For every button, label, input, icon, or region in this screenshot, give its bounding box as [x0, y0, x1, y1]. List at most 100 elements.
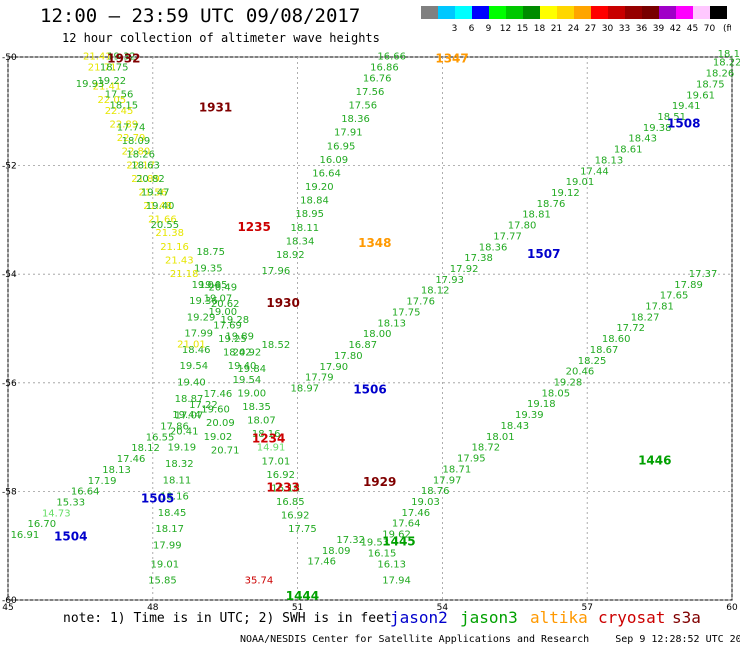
colorbar-swatch — [625, 6, 642, 19]
colorbar-swatch — [710, 6, 727, 19]
swh-point-label: 22.89 — [110, 120, 139, 131]
colorbar-swatch — [540, 6, 557, 19]
swh-point-label: 20.55 — [151, 220, 180, 231]
swh-point-label: 19.29 — [187, 312, 216, 323]
swh-point-label: 19.35 — [194, 263, 223, 274]
swh-point-label: 16.64 — [312, 168, 341, 179]
swh-point-label: 19.53 — [361, 538, 390, 549]
swh-point-label: 17.56 — [348, 101, 377, 112]
swh-point-label: 16.18 — [271, 483, 300, 494]
swh-point-label: 15.33 — [56, 498, 85, 509]
swh-point-label: 18.26 — [706, 69, 735, 80]
swh-point-label: 18.26 — [126, 149, 155, 160]
colorbar-swatch — [574, 6, 591, 19]
swh-point-label: 19.19 — [167, 443, 196, 454]
swh-point-label: 17.93 — [435, 275, 464, 286]
swh-point-label: 18.25 — [578, 356, 607, 367]
y-tick-label: -60 — [2, 596, 17, 606]
swh-point-label: 16.70 — [27, 519, 56, 530]
pass-number-label: 1234 — [252, 432, 285, 446]
colorbar-tick-label: 15 — [517, 24, 528, 34]
x-tick-label: 51 — [292, 603, 303, 613]
swh-point-label: 19.89 — [225, 331, 254, 342]
swh-point-label: 16.92 — [281, 511, 310, 522]
colorbar-swatch — [421, 6, 438, 19]
swh-point-label: 18.09 — [322, 546, 351, 557]
swh-point-label: 17.64 — [392, 519, 421, 530]
colorbar-swatch — [693, 6, 710, 19]
pass-number-label: 1445 — [382, 535, 415, 549]
swh-point-label: 21.41 — [83, 52, 112, 63]
swh-point-label: 19.12 — [551, 188, 580, 199]
swh-point-label: 18.36 — [479, 242, 508, 253]
swh-point-label: 17.46 — [402, 508, 431, 519]
swh-point-label: 19.25 — [218, 334, 247, 345]
colorbar-swatch — [523, 6, 540, 19]
pass-number-label: 1348 — [358, 236, 391, 250]
swh-point-label: 20.62 — [211, 299, 240, 310]
swh-point-label: 19.36 — [189, 296, 218, 307]
swh-point-label: 20.49 — [208, 282, 237, 293]
swh-point-label: 18.45 — [158, 508, 187, 519]
swh-point-label: 18.16 — [160, 492, 189, 503]
swh-point-label: 22.45 — [105, 106, 134, 117]
legend-altika: altika — [530, 608, 588, 627]
swh-point-label: 14.91 — [257, 443, 286, 454]
swh-point-label: 17.89 — [674, 280, 703, 291]
plot-frame — [7, 56, 733, 601]
swh-point-label: 19.39 — [515, 410, 544, 421]
pass-number-label: 1233 — [266, 480, 299, 494]
swh-point-label: 18.75 — [696, 79, 725, 90]
swh-point-label: 20.41 — [170, 426, 199, 437]
swh-point-label: 19.84 — [237, 364, 266, 375]
swh-point-label: 19.20 — [305, 182, 334, 193]
swh-point-label: 17.90 — [319, 362, 348, 373]
pass-number-label: 1505 — [141, 491, 174, 505]
swh-point-label: 17.94 — [382, 576, 411, 587]
swh-point-label: 18.61 — [614, 145, 643, 156]
swh-point-label: 18.16 — [718, 49, 740, 60]
swh-point-label: 17.74 — [117, 122, 146, 133]
swh-point-label: 17.99 — [153, 540, 182, 551]
swh-point-label: 19.28 — [554, 378, 583, 389]
swh-point-label: 19.22 — [97, 76, 126, 87]
swh-point-label: 19.18 — [527, 399, 556, 410]
swh-point-label: 19.05 — [199, 280, 228, 291]
swh-point-label: 19.60 — [201, 405, 230, 416]
swh-point-label: 35.74 — [245, 576, 274, 587]
swh-point-label: 20.92 — [233, 348, 262, 359]
swh-point-label: 18.15 — [110, 101, 139, 112]
colorbar-swatch — [506, 6, 523, 19]
swh-point-label: 18.46 — [182, 345, 211, 356]
swh-point-label: 18.12 — [131, 443, 160, 454]
pass-number-label: 1444 — [286, 589, 319, 603]
swh-point-label: 17.46 — [117, 454, 146, 465]
colorbar-tick-label: 12 — [500, 24, 511, 34]
chart-title: 12:00 – 23:59 UTC 09/08/2017 — [40, 5, 361, 27]
swh-point-label: 17.44 — [580, 166, 609, 177]
swh-point-label: 17.72 — [616, 323, 645, 334]
timestamp: Sep 9 12:28:52 UTC 2017 — [615, 634, 740, 645]
y-tick-label: -50 — [2, 53, 17, 63]
swh-point-label: 16.15 — [368, 549, 397, 560]
swh-point-label: 17.92 — [450, 264, 479, 275]
swh-point-label: 20.82 — [136, 174, 165, 185]
y-tick-label: -54 — [2, 270, 17, 280]
swh-point-label: 18.27 — [631, 312, 660, 323]
swh-point-label: 17.19 — [88, 476, 117, 487]
swh-point-label: 17.80 — [334, 351, 363, 362]
credit-line: NOAA/NESDIS Center for Satellite Applica… — [240, 634, 740, 645]
colorbar-tick-label: 6 — [469, 24, 475, 34]
swh-point-label: 17.56 — [105, 90, 134, 101]
swh-point-label: 19.41 — [672, 101, 701, 112]
colorbar-swatch — [608, 6, 625, 19]
swh-point-label: 22.17 — [126, 160, 155, 171]
swh-point-label: 17.81 — [645, 301, 674, 312]
swh-point-label: 17.75 — [288, 524, 317, 535]
swh-point-label: 19.40 — [228, 361, 257, 372]
swh-point-label: 19.61 — [686, 90, 715, 101]
swh-point-label: 17.95 — [457, 454, 486, 465]
pass-number-label: 1347 — [435, 51, 468, 65]
